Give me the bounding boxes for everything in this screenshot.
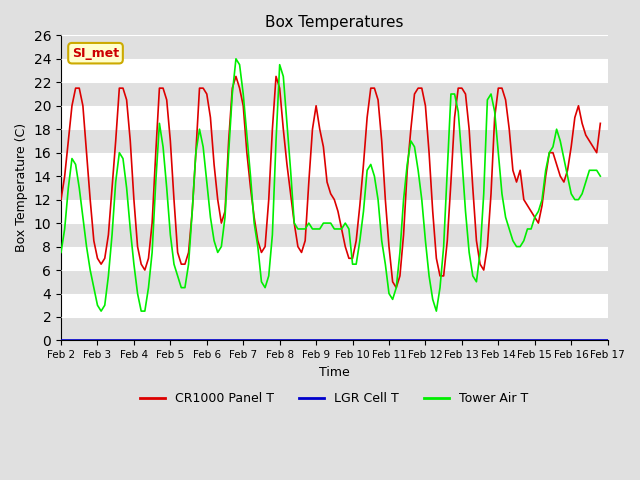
X-axis label: Time: Time (319, 366, 349, 379)
Bar (61, 59, 607, 82)
Bar (61, 293, 607, 317)
Bar (61, 106, 607, 129)
Bar (61, 82, 607, 106)
Bar (61, 36, 607, 59)
Bar (61, 317, 607, 340)
Y-axis label: Box Temperature (C): Box Temperature (C) (15, 123, 28, 252)
Bar (61, 200, 607, 223)
Bar (61, 247, 607, 270)
Text: SI_met: SI_met (72, 47, 119, 60)
Bar (61, 223, 607, 247)
Bar (61, 176, 607, 200)
Bar (61, 270, 607, 293)
Title: Box Temperatures: Box Temperatures (265, 15, 404, 30)
Bar (61, 129, 607, 153)
Legend: CR1000 Panel T, LGR Cell T, Tower Air T: CR1000 Panel T, LGR Cell T, Tower Air T (135, 387, 533, 410)
Bar (61, 153, 607, 176)
